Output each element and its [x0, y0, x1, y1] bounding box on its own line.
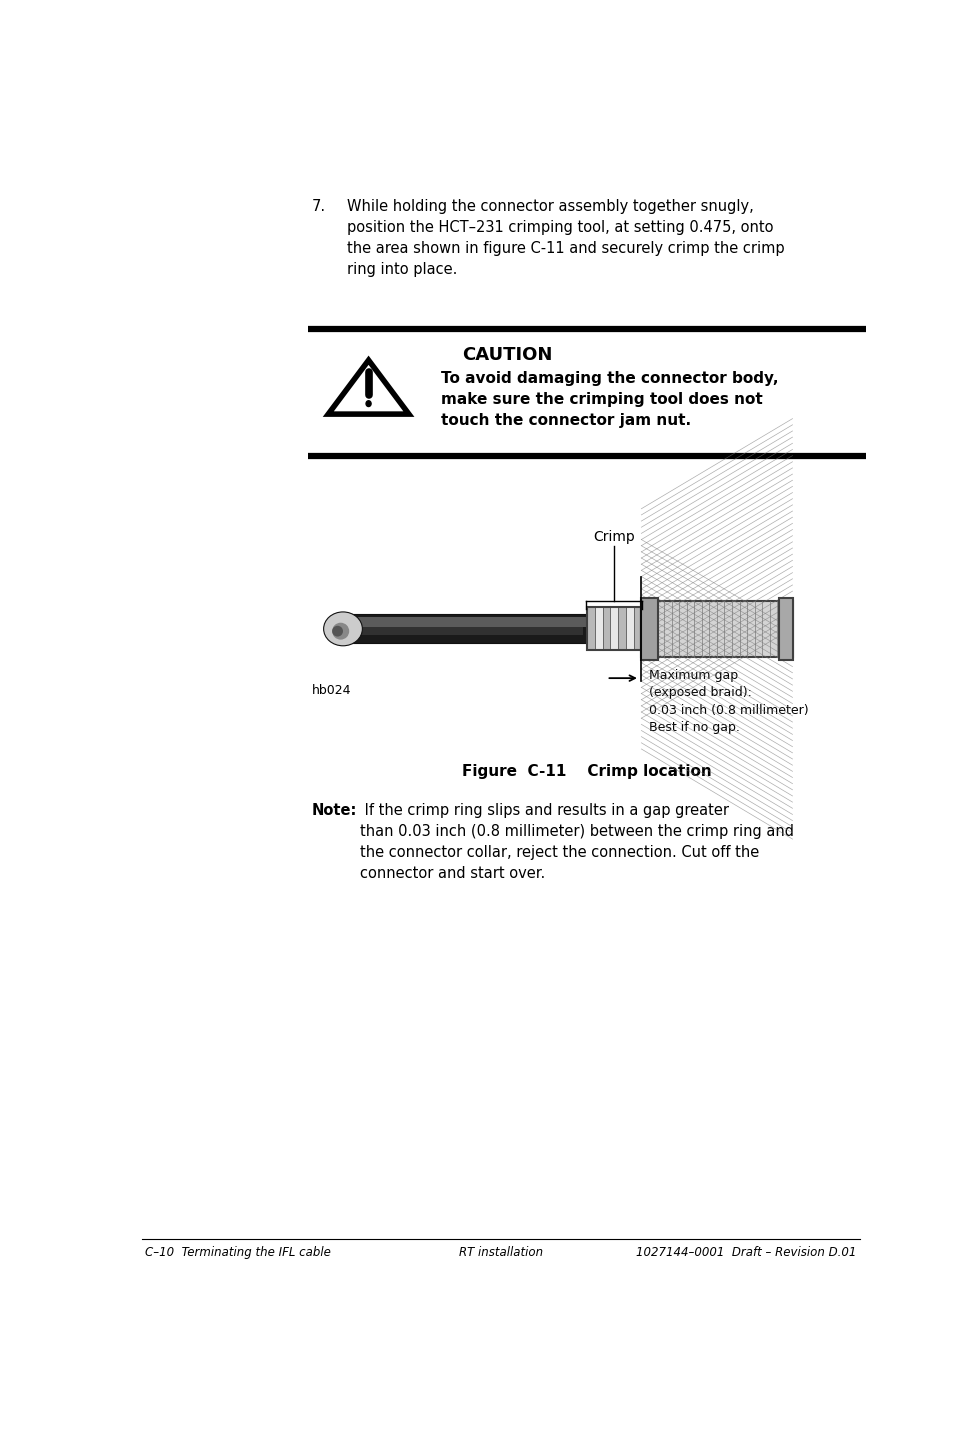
Text: 1027144–0001  Draft – Revision D.01: 1027144–0001 Draft – Revision D.01 [636, 1246, 856, 1259]
Bar [641, 602, 792, 656]
Text: If the crimp ring slips and results in a gap greater
than 0.03 inch (0.8 millime: If the crimp ring slips and results in a… [361, 803, 794, 880]
Bar [343, 617, 587, 627]
Text: Note:: Note: [312, 803, 358, 817]
Bar [779, 599, 792, 660]
Ellipse shape [366, 400, 371, 406]
Text: To avoid damaging the connector body,
make sure the crimping tool does not
touch: To avoid damaging the connector body, ma… [442, 372, 779, 427]
Ellipse shape [332, 623, 349, 640]
Bar [343, 614, 587, 643]
Bar [611, 607, 618, 650]
Bar [641, 599, 658, 660]
Text: RT installation: RT installation [458, 1246, 543, 1259]
Bar [587, 607, 595, 650]
Text: CAUTION: CAUTION [462, 346, 552, 363]
Bar [618, 607, 626, 650]
Bar [626, 607, 634, 650]
Text: Figure  C-11    Crimp location: Figure C-11 Crimp location [462, 765, 712, 779]
Ellipse shape [323, 612, 362, 646]
Text: hb024: hb024 [312, 683, 352, 696]
Text: Maximum gap
(exposed braid):
0.03 inch (0.8 millimeter)
Best if no gap.: Maximum gap (exposed braid): 0.03 inch (… [649, 669, 809, 735]
Bar [603, 607, 611, 650]
Ellipse shape [332, 626, 343, 636]
Text: Crimp: Crimp [593, 530, 635, 544]
Bar [595, 607, 603, 650]
Text: While holding the connector assembly together snugly,
position the HCT–231 crimp: While holding the connector assembly tog… [347, 199, 785, 277]
Bar [347, 627, 583, 634]
Bar [634, 607, 641, 650]
Text: 7.: 7. [312, 199, 326, 214]
Bar [587, 607, 641, 650]
Text: C–10  Terminating the IFL cable: C–10 Terminating the IFL cable [146, 1246, 331, 1259]
Bar [641, 602, 792, 656]
